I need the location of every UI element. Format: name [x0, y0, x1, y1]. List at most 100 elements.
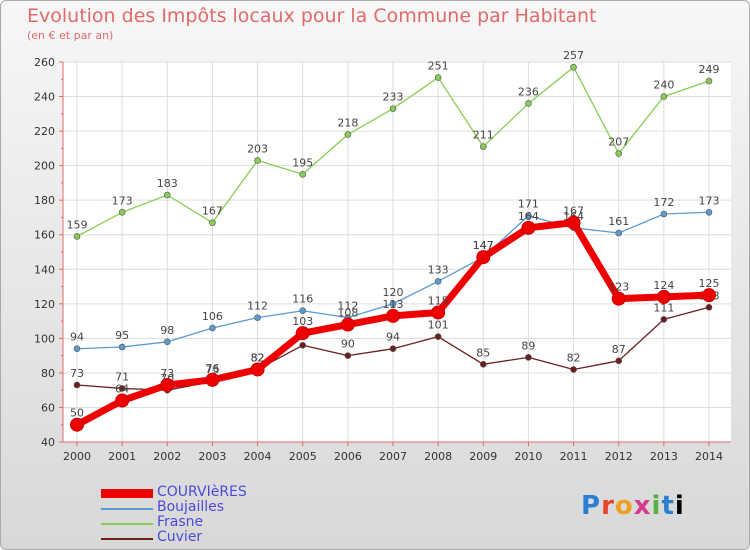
data-label-courvires-2003: 76 [205, 362, 219, 375]
data-point-courvires-2010 [521, 220, 536, 235]
x-tick-label-2005: 2005 [289, 450, 317, 463]
data-label-boujailles-2000: 94 [70, 331, 84, 344]
data-label-cuvier-2008: 101 [428, 319, 449, 332]
data-point-courvires-2000 [70, 417, 84, 432]
data-label-courvires-2006: 108 [337, 307, 358, 320]
data-label-boujailles-2001: 95 [115, 329, 129, 342]
data-point-frasne-2000 [73, 233, 81, 240]
data-label-courvires-2011: 167 [563, 205, 584, 218]
data-point-courvires-2011 [566, 215, 581, 230]
x-tick-label-2008: 2008 [424, 450, 452, 463]
data-point-courvires-2014 [702, 288, 716, 303]
x-tick-label-2011: 2011 [560, 450, 588, 463]
data-point-cuvier-2012 [615, 357, 623, 365]
data-label-cuvier-2010: 89 [521, 339, 535, 352]
x-tick-label-2013: 2013 [650, 450, 678, 463]
series-cuvier: 737170758296909410185898287111118 [70, 289, 720, 394]
data-point-frasne-2014 [705, 77, 713, 85]
data-label-boujailles-2013: 172 [653, 196, 674, 209]
legend-swatch-cuvier [101, 538, 153, 540]
data-label-cuvier-2011: 82 [567, 351, 581, 364]
data-point-boujailles-2008 [434, 278, 442, 285]
data-point-frasne-2010 [525, 100, 532, 107]
data-point-frasne-2013 [660, 93, 668, 100]
chart-title: Evolution des Impôts locaux pour la Comm… [27, 5, 597, 27]
data-label-boujailles-2008: 133 [428, 263, 449, 276]
data-point-courvires-2009 [476, 250, 491, 265]
data-label-frasne-2008: 251 [428, 60, 449, 73]
data-point-boujailles-2014 [705, 208, 713, 216]
data-point-courvires-2008 [431, 305, 446, 320]
data-label-frasne-2005: 195 [292, 156, 313, 169]
data-point-cuvier-2014 [705, 303, 713, 311]
data-label-frasne-2014: 249 [699, 63, 720, 76]
x-tick-label-2002: 2002 [153, 450, 181, 463]
legend-swatch-boujailles [101, 508, 153, 510]
legend-label-frasne: Frasne [157, 514, 204, 530]
data-point-frasne-2003 [209, 219, 216, 226]
data-point-boujailles-2005 [299, 307, 307, 315]
data-point-courvires-2012 [611, 291, 626, 306]
data-label-cuvier-2006: 90 [341, 338, 355, 351]
data-label-frasne-2011: 257 [563, 49, 584, 62]
data-label-cuvier-2004: 82 [251, 351, 265, 364]
y-tick-label-100: 100 [34, 332, 55, 345]
data-label-frasne-2012: 207 [608, 136, 629, 149]
data-label-courvires-2004: 82 [251, 351, 265, 364]
data-label-boujailles-2007: 120 [383, 286, 404, 299]
data-point-frasne-2009 [479, 143, 487, 150]
data-point-frasne-2006 [344, 131, 352, 138]
data-label-cuvier-2009: 85 [476, 346, 490, 359]
data-point-boujailles-2002 [163, 338, 171, 346]
x-tick-label-2003: 2003 [198, 450, 226, 463]
data-label-frasne-2007: 233 [383, 91, 404, 104]
data-label-courvires-2000: 50 [70, 407, 84, 420]
data-label-courvires-2010: 164 [518, 210, 539, 223]
x-tick-label-2007: 2007 [379, 450, 407, 463]
data-label-frasne-2010: 236 [518, 85, 539, 98]
y-tick-label-240: 240 [34, 91, 55, 104]
data-label-courvires-2007: 113 [383, 298, 404, 311]
data-label-boujailles-2012: 161 [608, 215, 629, 228]
data-point-boujailles-2012 [615, 229, 623, 237]
data-point-courvires-2003 [205, 372, 220, 387]
x-tick-label-2012: 2012 [605, 450, 633, 463]
data-point-cuvier-2009 [479, 360, 487, 368]
data-point-cuvier-2013 [660, 316, 668, 323]
data-label-frasne-2000: 159 [67, 218, 88, 231]
data-label-cuvier-2000: 73 [70, 367, 84, 380]
x-tick-label-2001: 2001 [108, 450, 136, 463]
series-courvires: 50 64 73 76 82 103 108 113 115 147 164 167 123 124 125 [70, 205, 720, 432]
data-point-boujailles-2003 [209, 324, 216, 332]
y-tick-label-220: 220 [34, 125, 55, 138]
data-label-cuvier-2007: 94 [386, 331, 400, 344]
data-label-boujailles-2005: 116 [292, 293, 313, 306]
data-point-courvires-2006 [340, 317, 355, 332]
data-label-courvires-2009: 147 [473, 239, 494, 252]
y-tick-label-120: 120 [34, 298, 55, 311]
data-point-cuvier-2011 [570, 366, 577, 373]
data-label-boujailles-2006: 112 [337, 300, 358, 313]
x-tick-label-2014: 2014 [695, 450, 723, 463]
data-label-boujailles-2003: 106 [202, 310, 223, 323]
data-label-frasne-2009: 211 [473, 129, 494, 142]
data-point-courvires-2005 [295, 326, 310, 341]
data-point-courvires-2001 [115, 393, 130, 408]
data-point-frasne-2001 [118, 208, 126, 216]
data-point-frasne-2007 [389, 105, 397, 112]
legend-label-courvieres: COURVIèRES [157, 484, 247, 500]
data-point-boujailles-2013 [660, 210, 668, 218]
data-label-courvires-2002: 73 [160, 367, 174, 380]
x-tick-label-2010: 2010 [514, 450, 542, 463]
y-tick-label-160: 160 [34, 229, 55, 242]
data-label-frasne-2004: 203 [247, 142, 268, 155]
data-point-frasne-2012 [615, 150, 623, 157]
plot-area [63, 62, 731, 442]
y-tick-label-140: 140 [34, 263, 55, 276]
data-point-courvires-2007 [386, 308, 400, 323]
data-label-frasne-2006: 218 [337, 117, 358, 130]
y-tick-label-60: 60 [41, 401, 55, 414]
data-label-boujailles-2004: 112 [247, 300, 268, 313]
data-point-courvires-2002 [160, 378, 175, 392]
